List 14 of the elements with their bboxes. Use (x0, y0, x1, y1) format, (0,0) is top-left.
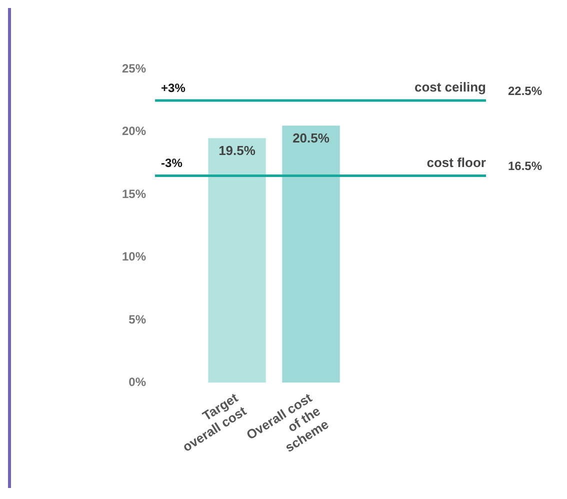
y-tick-label: 15% (122, 186, 146, 201)
data-label: 19.5% (218, 143, 256, 158)
y-tick-label: 20% (122, 124, 146, 138)
ref-line-label: cost ceiling (414, 80, 486, 95)
data-label: 20.5% (292, 130, 330, 146)
ref-line-label: cost floor (426, 154, 486, 170)
y-tick-label: 25% (122, 62, 146, 76)
text: 22.5% (508, 84, 542, 98)
y-tick-label: 0% (128, 374, 146, 389)
y-tick-label: 10% (122, 250, 146, 264)
annotation: -3% (161, 156, 183, 170)
text: 16.5% (508, 159, 542, 174)
annotation: +3% (161, 80, 186, 95)
y-tick-label: 5% (128, 312, 146, 326)
